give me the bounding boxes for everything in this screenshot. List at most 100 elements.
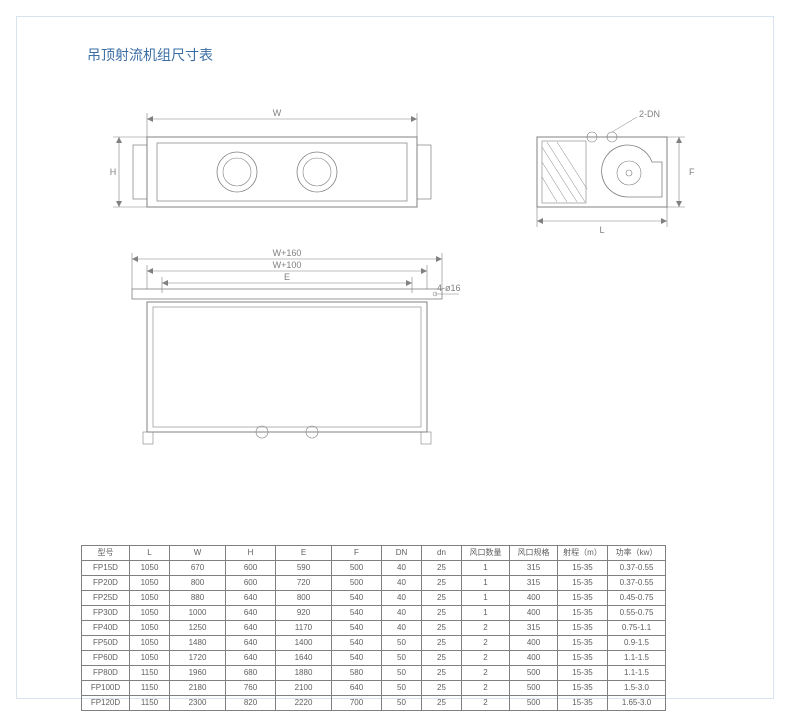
table-cell: 1050	[130, 561, 170, 576]
table-cell: 0.55-0.75	[608, 606, 666, 621]
table-cell: 40	[382, 591, 422, 606]
table-cell: 1.65-3.0	[608, 696, 666, 711]
table-row: FP40D1050125064011705404025231515-350.75…	[82, 621, 666, 636]
table-cell: 1640	[276, 651, 332, 666]
table-cell: 0.9-1.5	[608, 636, 666, 651]
label-phi416: 4-ø16	[437, 283, 461, 293]
table-cell: 1720	[170, 651, 226, 666]
table-row: FP50D1050148064014005405025240015-350.9-…	[82, 636, 666, 651]
table-cell: 40	[382, 576, 422, 591]
table-col-header: 风口规格	[510, 546, 558, 561]
table-cell: 25	[422, 561, 462, 576]
table-cell: 0.37-0.55	[608, 561, 666, 576]
table-cell: 2180	[170, 681, 226, 696]
table-cell: 700	[332, 696, 382, 711]
label-W160: W+160	[273, 248, 302, 258]
table-cell: 720	[276, 576, 332, 591]
table-cell: 40	[382, 621, 422, 636]
table-cell: 15-35	[558, 636, 608, 651]
table-cell: 760	[226, 681, 276, 696]
table-cell: 15-35	[558, 591, 608, 606]
table-cell: 600	[226, 561, 276, 576]
table-cell: 670	[170, 561, 226, 576]
table-col-header: DN	[382, 546, 422, 561]
table-row: FP80D1150196068018805805025250015-351.1-…	[82, 666, 666, 681]
table-cell: 1	[462, 576, 510, 591]
table-cell: 800	[170, 576, 226, 591]
table-row: FP60D1050172064016405405025240015-351.1-…	[82, 651, 666, 666]
table-cell: 50	[382, 651, 422, 666]
table-cell: 1150	[130, 666, 170, 681]
label-F: F	[689, 167, 695, 177]
table-cell: 25	[422, 696, 462, 711]
table-cell: 2	[462, 636, 510, 651]
table-cell: 40	[382, 606, 422, 621]
table-cell: 1480	[170, 636, 226, 651]
table-cell: 1000	[170, 606, 226, 621]
table-row: FP120D1150230082022207005025250015-351.6…	[82, 696, 666, 711]
table-cell: 400	[510, 636, 558, 651]
table-cell: 600	[226, 576, 276, 591]
table-cell: 25	[422, 591, 462, 606]
table-cell: 640	[332, 681, 382, 696]
table-row: FP20D10508006007205004025131515-350.37-0…	[82, 576, 666, 591]
table-cell: 1050	[130, 606, 170, 621]
table-cell: 500	[510, 666, 558, 681]
table-cell: 2	[462, 651, 510, 666]
table-cell: 880	[170, 591, 226, 606]
table-cell: 1170	[276, 621, 332, 636]
table-cell: 25	[422, 666, 462, 681]
table-cell: 50	[382, 666, 422, 681]
table-cell: 15-35	[558, 576, 608, 591]
table-cell: 0.75-1.1	[608, 621, 666, 636]
label-W100: W+100	[273, 260, 302, 270]
table-cell: 1.5-3.0	[608, 681, 666, 696]
table-cell: 25	[422, 576, 462, 591]
page-frame: 吊顶射流机组尺寸表 W	[16, 16, 774, 699]
table-cell: 400	[510, 651, 558, 666]
table-cell: 15-35	[558, 621, 608, 636]
table-cell: 640	[226, 651, 276, 666]
page-title: 吊顶射流机组尺寸表	[87, 45, 213, 65]
table-cell: FP20D	[82, 576, 130, 591]
table-cell: 1	[462, 561, 510, 576]
table-cell: 0.37-0.55	[608, 576, 666, 591]
table-header-row: 型号LWHEFDNdn风口数量风口规格射程（m）功率（kw）	[82, 546, 666, 561]
table-cell: 640	[226, 591, 276, 606]
table-col-header: 射程（m）	[558, 546, 608, 561]
table-cell: FP40D	[82, 621, 130, 636]
table-cell: 2220	[276, 696, 332, 711]
table-cell: 25	[422, 681, 462, 696]
table-row: FP25D10508806408005404025140015-350.45-0…	[82, 591, 666, 606]
table-cell: 2300	[170, 696, 226, 711]
table-cell: 500	[332, 561, 382, 576]
table-cell: 1	[462, 606, 510, 621]
table-cell: 2100	[276, 681, 332, 696]
side-view: F L 2-DN	[537, 109, 695, 235]
table-col-header: 型号	[82, 546, 130, 561]
table-cell: 2	[462, 621, 510, 636]
table-cell: 640	[226, 636, 276, 651]
table-cell: 1150	[130, 696, 170, 711]
table-cell: 15-35	[558, 651, 608, 666]
table-cell: 15-35	[558, 606, 608, 621]
table-cell: 400	[510, 606, 558, 621]
plan-view: W+160 W+100 E 4-ø16	[132, 248, 461, 444]
table-row: FP15D10506706005905004025131515-350.37-0…	[82, 561, 666, 576]
table-col-header: F	[332, 546, 382, 561]
table-cell: 1050	[130, 636, 170, 651]
table-cell: 1.1-1.5	[608, 666, 666, 681]
table-cell: 500	[510, 696, 558, 711]
table-cell: 640	[226, 606, 276, 621]
table-col-header: H	[226, 546, 276, 561]
table-cell: FP50D	[82, 636, 130, 651]
table-cell: FP100D	[82, 681, 130, 696]
table-col-header: L	[130, 546, 170, 561]
table-cell: 15-35	[558, 666, 608, 681]
table-cell: 50	[382, 636, 422, 651]
label-2DN: 2-DN	[639, 109, 660, 119]
table-cell: FP80D	[82, 666, 130, 681]
front-view: W H	[110, 108, 431, 207]
table-cell: FP25D	[82, 591, 130, 606]
table-cell: 25	[422, 636, 462, 651]
